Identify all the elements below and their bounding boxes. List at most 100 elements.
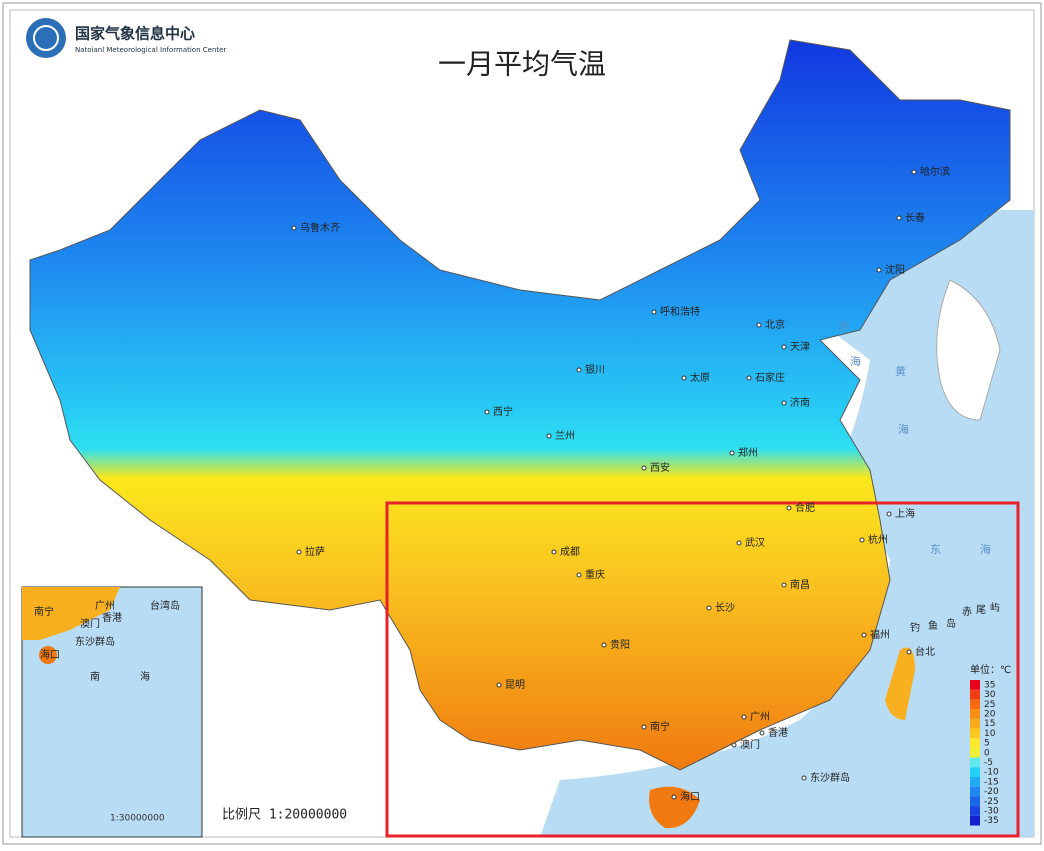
inset-label: 东沙群岛 <box>75 635 115 648</box>
legend-swatch <box>970 689 980 700</box>
legend-label: -30 <box>984 806 999 816</box>
city-label: 乌鲁木齐 <box>300 221 340 234</box>
city-dot <box>861 632 867 638</box>
inset-label: 南 <box>90 670 100 683</box>
city-label: 济南 <box>790 396 810 409</box>
city-label: 台北 <box>915 645 935 658</box>
city-label: 贵阳 <box>610 638 630 651</box>
sea-label: 渤 <box>838 320 849 333</box>
city-label: 合肥 <box>795 501 815 514</box>
sea-label: 黄 <box>895 364 906 378</box>
legend-label: 30 <box>984 690 996 700</box>
legend-swatch <box>970 796 980 807</box>
city-label: 西安 <box>650 461 670 474</box>
city-label: 香港 <box>768 727 788 739</box>
legend-swatch <box>970 718 980 729</box>
legend-swatch <box>970 786 980 797</box>
city-label: 北京 <box>765 318 785 331</box>
org-name-en: Natoianl Meteorological Information Cent… <box>75 46 226 54</box>
island-label: 钓 <box>910 621 920 634</box>
city-dot <box>886 511 892 517</box>
inset-label: 香港 <box>102 612 122 624</box>
city-dot <box>731 742 737 748</box>
city-dot <box>496 682 502 688</box>
hainan <box>649 786 700 829</box>
inset-hainan <box>39 646 57 664</box>
legend-label: 15 <box>984 719 995 729</box>
city-label: 成都 <box>560 546 580 558</box>
city-dot <box>576 367 582 373</box>
inset-label: 台湾岛 <box>150 599 180 612</box>
legend-label: 25 <box>984 700 995 710</box>
island-label: 岛 <box>946 617 956 630</box>
legend-swatch <box>970 680 980 690</box>
city-dot <box>651 309 657 315</box>
city-label: 太原 <box>690 371 710 384</box>
legend-label: -20 <box>984 787 999 797</box>
city-dot <box>906 649 912 655</box>
inset-label: 海口 <box>40 648 60 661</box>
city-dot <box>801 775 807 781</box>
city-dot <box>896 215 902 221</box>
taiwan <box>885 647 915 720</box>
city-label: 武汉 <box>745 536 765 549</box>
city-dot <box>291 225 297 231</box>
island-label: 鱼 <box>928 619 938 632</box>
sea-label: 海 <box>980 542 991 556</box>
city-dot <box>741 714 747 720</box>
highlight-box <box>385 501 1020 838</box>
legend-label: 0 <box>984 748 990 758</box>
legend-label: -25 <box>984 797 999 807</box>
legend-label: -5 <box>984 758 993 768</box>
city-dot <box>781 582 787 588</box>
city-label: 昆明 <box>505 679 525 691</box>
city-dot <box>706 605 712 611</box>
legend-unit: 单位：℃ <box>970 663 1011 676</box>
city-dot <box>296 549 302 555</box>
city-label: 呼和浩特 <box>660 306 700 318</box>
island-label: 尾 <box>976 604 986 616</box>
legend-label: 5 <box>984 739 990 749</box>
legend-swatch <box>970 806 980 816</box>
city-dot <box>781 344 787 350</box>
city-dot <box>576 572 582 578</box>
legend-swatch <box>970 699 980 710</box>
inset-label: 广州 <box>95 600 115 612</box>
city-label: 拉萨 <box>305 545 325 558</box>
city-label: 澳门 <box>740 738 760 751</box>
city-label: 沈阳 <box>885 263 905 276</box>
legend-label: -10 <box>984 768 999 778</box>
sea-label: 东 <box>930 543 941 556</box>
legend-swatch <box>970 757 980 768</box>
legend-label: -35 <box>984 816 999 826</box>
scale: 比例尺 1:20000000 <box>222 808 347 823</box>
city-label: 西宁 <box>493 405 513 418</box>
legend-swatch <box>970 767 980 777</box>
city-dot <box>641 465 647 471</box>
city-label: 杭州 <box>868 533 888 546</box>
city-label: 广州 <box>750 711 770 723</box>
legend-swatch <box>970 728 980 739</box>
city-label: 海口 <box>680 790 700 803</box>
inset-label: 南宁 <box>34 605 54 618</box>
city-dot <box>786 505 792 511</box>
legend-label: 35 <box>984 680 995 690</box>
city-dot <box>859 537 865 543</box>
city-dot <box>551 549 557 555</box>
city-dot <box>641 724 647 730</box>
city-dot <box>736 540 742 546</box>
legend-swatch <box>970 747 980 758</box>
legend-label: 20 <box>984 709 996 719</box>
city-label: 兰州 <box>555 429 575 442</box>
city-label: 长春 <box>905 212 925 224</box>
legend-label: -15 <box>984 777 999 787</box>
legend-swatch <box>970 815 980 826</box>
city-label: 福州 <box>870 628 890 641</box>
city-label: 上海 <box>895 507 915 520</box>
legend-label: 10 <box>984 729 996 739</box>
city-dot <box>546 433 552 439</box>
city-label: 南宁 <box>650 720 670 733</box>
inset-label: 海 <box>140 670 150 683</box>
city-dot <box>484 409 490 415</box>
